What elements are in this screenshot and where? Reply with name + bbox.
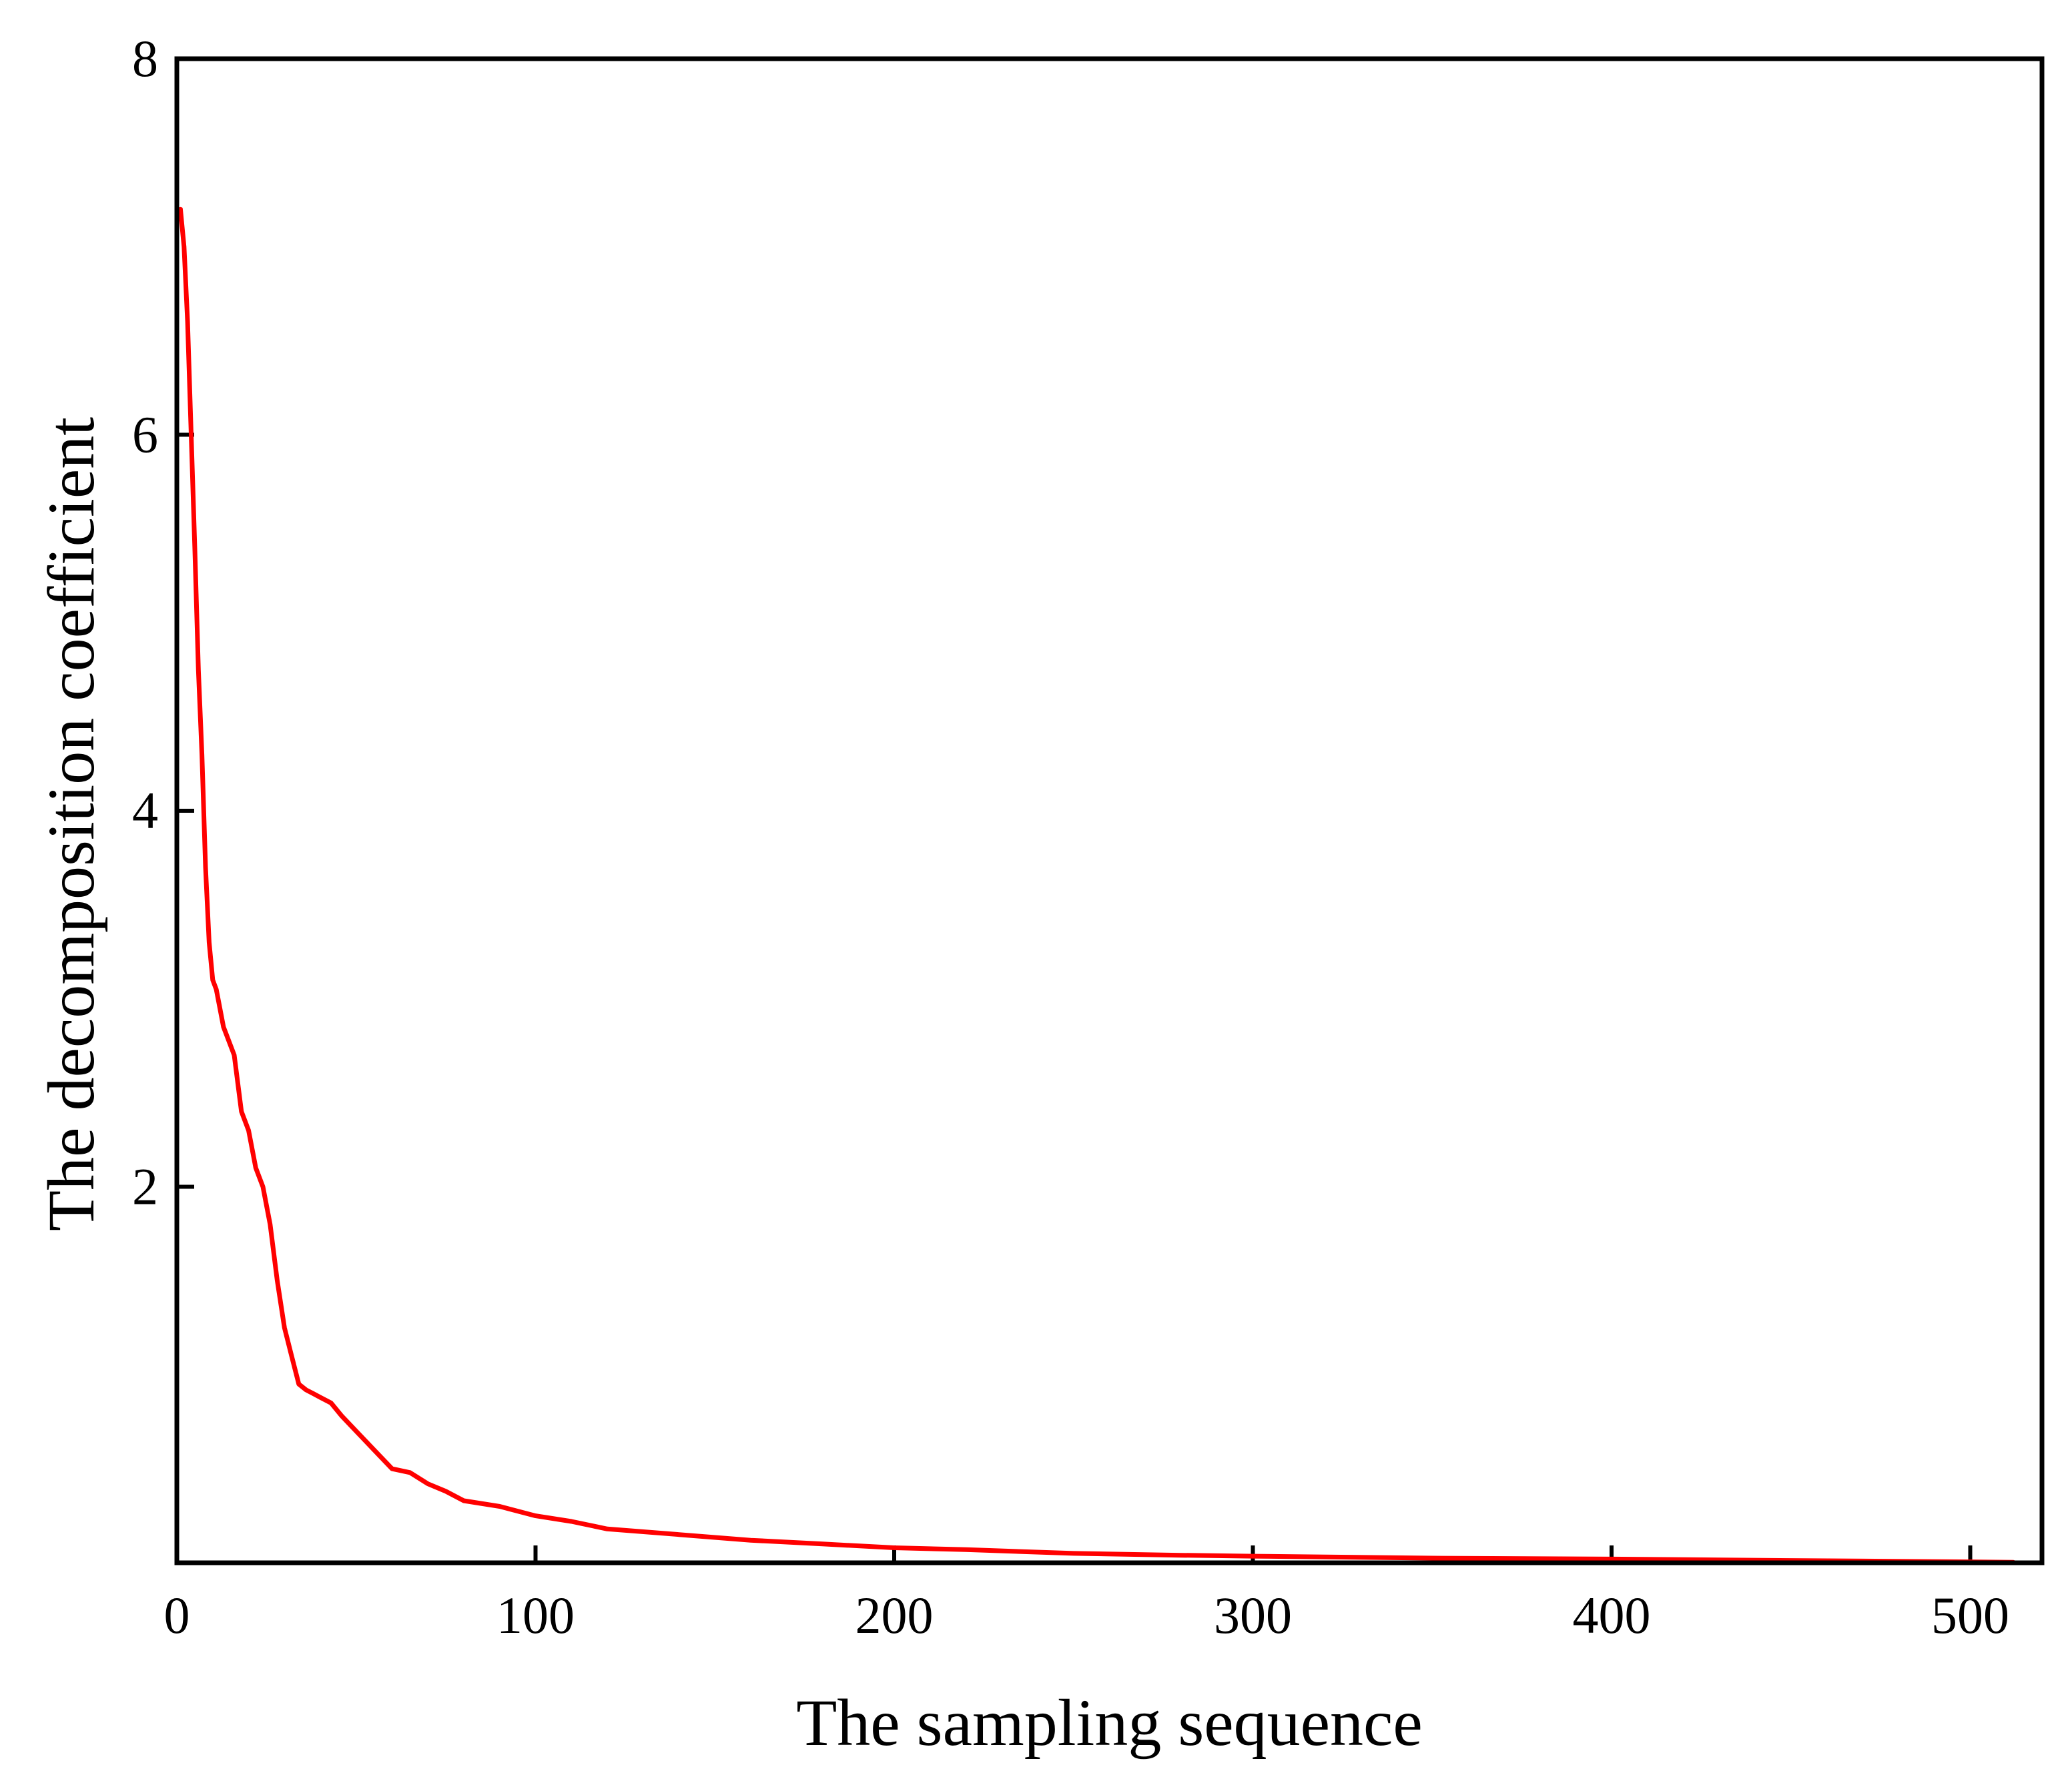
- series-line: [178, 206, 2016, 1565]
- x-tick-label: 400: [1573, 1586, 1651, 1644]
- x-axis-title: The sampling sequence: [796, 1686, 1423, 1760]
- y-axis-title: The decomposition coefficient: [34, 417, 108, 1231]
- axis-tick-labels: 0 100 200 300 400 500 2 4 6 8: [132, 29, 2009, 1644]
- y-tick-label: 8: [132, 29, 158, 87]
- y-tick-label: 2: [132, 1158, 158, 1216]
- x-tick-label: 500: [1931, 1586, 2009, 1644]
- y-tick-label: 4: [132, 781, 158, 839]
- x-tick-label: 200: [855, 1586, 934, 1644]
- x-tick-label: 0: [164, 1586, 190, 1644]
- x-tick-label: 100: [496, 1586, 575, 1644]
- x-tick-label: 300: [1214, 1586, 1292, 1644]
- y-tick-label: 6: [132, 406, 158, 464]
- plot-frame: [174, 56, 2045, 1565]
